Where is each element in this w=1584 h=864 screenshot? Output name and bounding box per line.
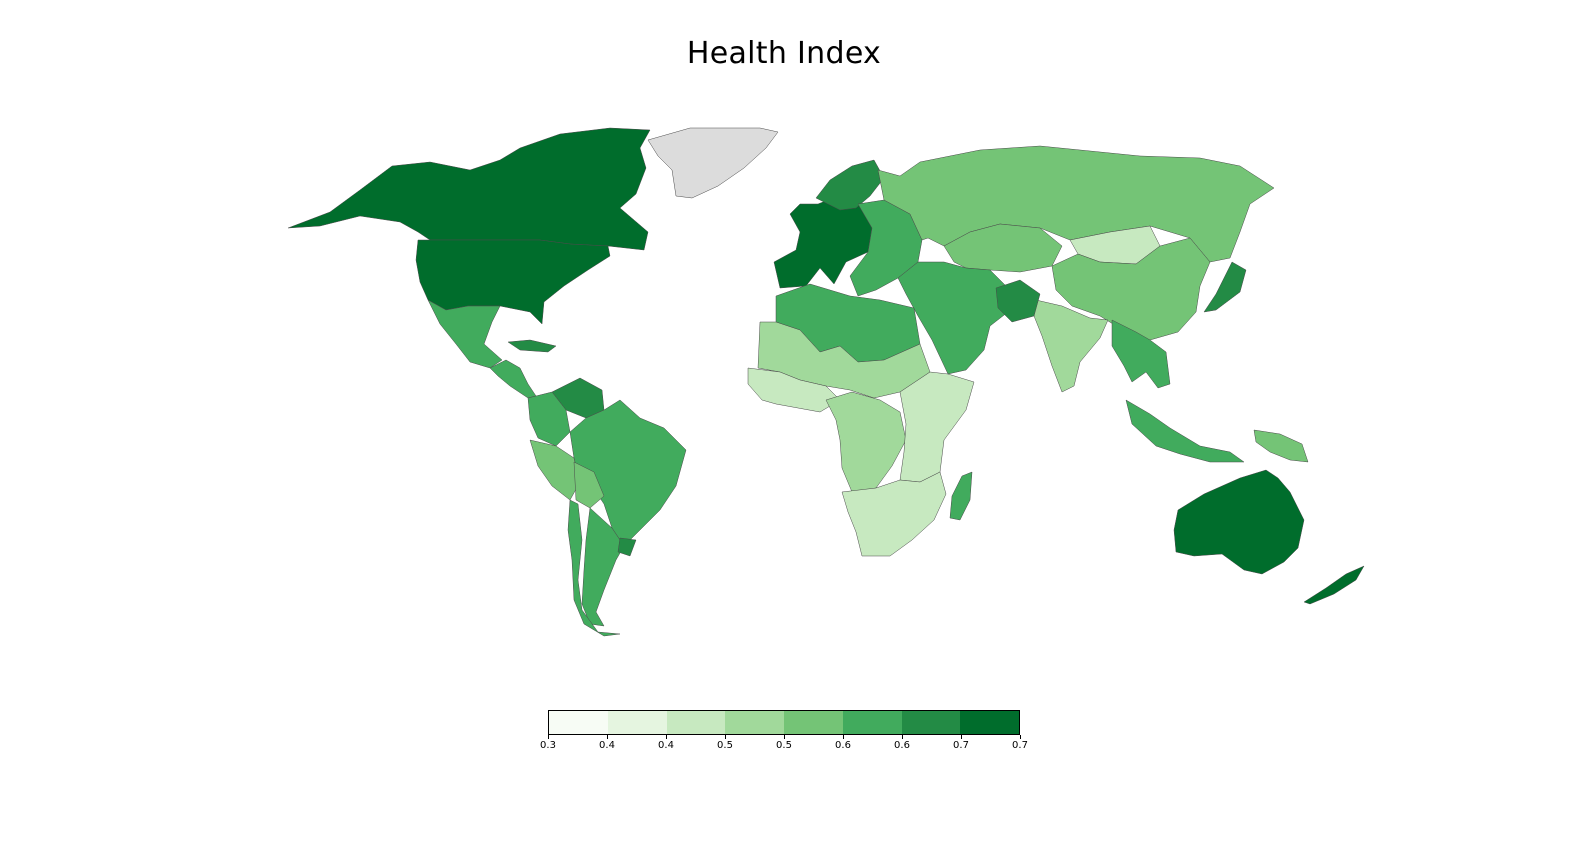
- tick-mark: [548, 735, 549, 739]
- tick-label: 0.3: [540, 740, 556, 751]
- region-indonesia: [1125, 399, 1245, 463]
- region-new-zealand: [1303, 565, 1365, 605]
- region-japan: [1203, 261, 1247, 313]
- colorbar-segment: [784, 711, 843, 734]
- colorbar-segment: [549, 711, 608, 734]
- region-bolivia: [573, 461, 605, 509]
- region-mexico: [427, 299, 503, 369]
- tick-label: 0.6: [894, 740, 910, 751]
- region-china: [1051, 237, 1211, 341]
- region-chile: [567, 499, 621, 637]
- tick-mark: [902, 735, 903, 739]
- tick-mark: [843, 735, 844, 739]
- region-central-america: [489, 359, 537, 399]
- region-afghanistan: [995, 279, 1041, 323]
- colorbar-segment: [901, 711, 961, 734]
- tick-mark: [784, 735, 785, 739]
- region-middle-east: [897, 261, 1011, 375]
- region-uruguay: [617, 537, 637, 557]
- page-title: Health Index: [686, 36, 882, 71]
- region-southeast-asia: [1111, 319, 1171, 389]
- tick-mark: [607, 735, 608, 739]
- tick-label: 0.6: [835, 740, 851, 751]
- colorbar-segment: [607, 711, 667, 734]
- colorbar-ticks: 0.3 0.4 0.4 0.5 0.5 0.6 0.6 0.7 0.7: [540, 735, 1028, 755]
- colorbar-segment: [960, 711, 1019, 734]
- colorbar: [548, 710, 1020, 735]
- tick-label: 0.4: [658, 740, 674, 751]
- region-cuba: [507, 339, 557, 353]
- region-india: [1033, 299, 1109, 393]
- tick-label: 0.5: [717, 740, 733, 751]
- tick-label: 0.5: [776, 740, 792, 751]
- tick-mark: [1020, 735, 1021, 739]
- region-central-africa: [825, 391, 907, 493]
- region-greenland: [647, 127, 779, 199]
- region-east-africa: [899, 371, 975, 483]
- region-colombia: [527, 391, 571, 447]
- region-west-africa: [747, 367, 841, 413]
- colorbar-segment: [725, 711, 784, 734]
- colorbar-segment: [842, 711, 902, 734]
- region-canada: [287, 127, 651, 251]
- tick-mark: [725, 735, 726, 739]
- tick-label: 0.7: [1012, 740, 1028, 751]
- region-peru: [529, 439, 581, 501]
- region-australia: [1173, 469, 1305, 575]
- region-united-states: [415, 239, 611, 325]
- colorbar-segment: [666, 711, 726, 734]
- tick-mark: [961, 735, 962, 739]
- tick-mark: [666, 735, 667, 739]
- tick-label: 0.4: [599, 740, 615, 751]
- region-southern-africa: [841, 471, 947, 557]
- region-papua-new-guinea: [1253, 429, 1309, 463]
- tick-label: 0.7: [953, 740, 969, 751]
- region-madagascar: [949, 471, 973, 521]
